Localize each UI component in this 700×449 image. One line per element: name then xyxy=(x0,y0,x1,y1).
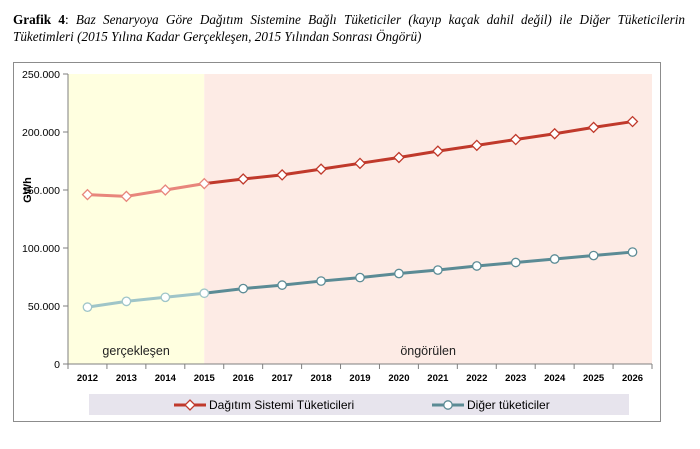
y-tick-label: 0 xyxy=(54,359,60,371)
data-point-1 xyxy=(355,272,365,283)
data-point-0 xyxy=(587,121,600,134)
region-label-0: gerçekleşen xyxy=(102,344,169,358)
y-tick-label: 50.000 xyxy=(28,301,60,313)
data-point-1 xyxy=(549,254,560,264)
legend-marker-1 xyxy=(443,400,453,410)
legend-box xyxy=(89,394,629,415)
data-point-1 xyxy=(199,288,210,299)
x-tick-label: 2019 xyxy=(349,373,370,384)
region-band-0 xyxy=(68,74,205,364)
legend-label-0: Dağıtım Sistemi Tüketicileri xyxy=(209,398,354,412)
y-tick-label: 200.000 xyxy=(22,127,60,139)
data-point-0 xyxy=(120,190,133,203)
x-tick-label: 2021 xyxy=(427,373,449,384)
data-point-0 xyxy=(315,163,327,175)
data-point-0 xyxy=(198,177,211,190)
x-tick-label: 2014 xyxy=(155,373,177,384)
x-tick-label: 2012 xyxy=(77,373,98,384)
x-tick-label: 2017 xyxy=(272,373,293,384)
x-tick-label: 2022 xyxy=(466,373,487,384)
region-band-1 xyxy=(204,74,652,364)
data-point-1 xyxy=(471,261,482,271)
data-point-1 xyxy=(160,292,171,303)
x-tick-label: 2016 xyxy=(233,373,254,384)
data-point-0 xyxy=(354,157,366,170)
x-tick-label: 2026 xyxy=(622,373,643,384)
data-point-0 xyxy=(548,127,561,140)
data-point-1 xyxy=(627,247,638,257)
x-tick-label: 2018 xyxy=(310,373,331,384)
figure-caption: Grafik 4: Baz Senaryoya Göre Dağıtım Sis… xyxy=(13,11,685,45)
data-point-1 xyxy=(510,257,521,268)
data-point-1 xyxy=(82,302,93,313)
data-point-0 xyxy=(276,169,289,181)
data-point-0 xyxy=(393,151,405,164)
data-point-1 xyxy=(277,280,287,290)
data-point-0 xyxy=(470,139,483,152)
data-point-1 xyxy=(316,276,326,286)
x-tick-label: 2015 xyxy=(194,373,216,384)
data-point-0 xyxy=(431,145,444,158)
data-point-0 xyxy=(159,184,172,196)
caption-text: Baz Senaryoya Göre Dağıtım Sistemine Bağ… xyxy=(13,12,685,44)
data-point-1 xyxy=(121,296,132,307)
series-line-actual-0 xyxy=(87,182,205,198)
legend-marker-0 xyxy=(184,399,196,411)
y-tick-label: 100.000 xyxy=(22,243,60,255)
series-line-forecast-1 xyxy=(204,250,633,295)
legend-label-1: Diğer tüketiciler xyxy=(467,398,550,412)
data-point-0 xyxy=(509,133,522,146)
caption-label: Grafik 4 xyxy=(13,12,65,27)
data-point-1 xyxy=(238,283,249,294)
data-point-1 xyxy=(433,265,443,275)
data-point-0 xyxy=(626,115,639,128)
caption-separator: : xyxy=(64,12,69,27)
x-tick-label: 2013 xyxy=(116,373,137,384)
data-point-1 xyxy=(588,250,599,261)
data-point-0 xyxy=(81,188,94,201)
x-tick-label: 2020 xyxy=(388,373,409,384)
y-axis-label: GWh xyxy=(22,177,34,203)
data-point-1 xyxy=(394,268,404,279)
y-tick-label: 150.000 xyxy=(22,185,60,197)
x-tick-label: 2024 xyxy=(544,373,566,384)
series-line-actual-1 xyxy=(87,291,205,309)
data-point-0 xyxy=(237,173,250,185)
x-tick-label: 2025 xyxy=(583,373,605,384)
series-line-forecast-0 xyxy=(204,120,633,186)
y-tick-label: 250.000 xyxy=(22,69,60,81)
x-tick-label: 2023 xyxy=(505,373,526,384)
region-label-1: öngörülen xyxy=(400,344,456,358)
